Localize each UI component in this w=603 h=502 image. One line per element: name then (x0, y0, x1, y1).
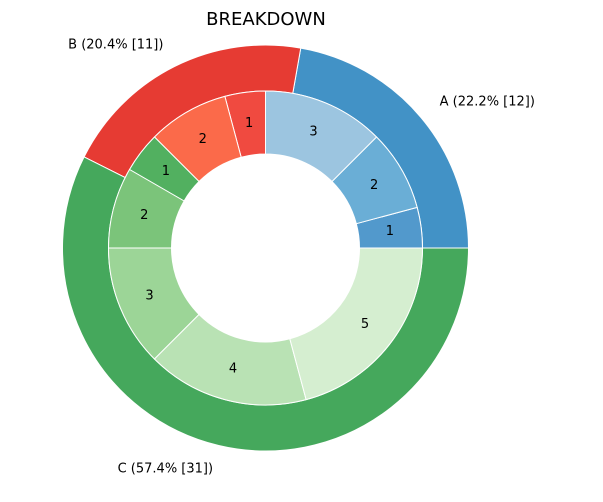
outer-labels: A (22.2% [12]) B (20.4% [11]) C (57.4% [31… (68, 37, 535, 476)
inner-label-a-3: 3 (309, 125, 317, 140)
inner-label-a-1: 1 (386, 224, 394, 239)
inner-label-a-2: 2 (370, 178, 378, 193)
outer-label-a: A (22.2% [12]) (440, 94, 535, 109)
outer-label-b: B (20.4% [11]) (68, 37, 163, 52)
inner-label-c-2: 2 (140, 208, 148, 223)
inner-label-b-1: 1 (245, 116, 253, 131)
outer-ring (62, 44, 470, 452)
outer-label-c: C (57.4% [31]) (118, 462, 213, 477)
inner-label-c-5: 5 (361, 317, 369, 332)
inner-label-b-2: 2 (199, 132, 207, 147)
inner-labels: 1 2 3 1 2 1 2 3 4 5 (140, 116, 394, 377)
chart-title: BREAKDOWN (206, 9, 326, 30)
inner-label-c-1: 1 (162, 164, 170, 179)
inner-label-c-4: 4 (229, 362, 237, 377)
inner-ring (107, 90, 424, 406)
inner-label-c-3: 3 (145, 289, 153, 304)
inner-slice-c-5 (289, 247, 424, 401)
